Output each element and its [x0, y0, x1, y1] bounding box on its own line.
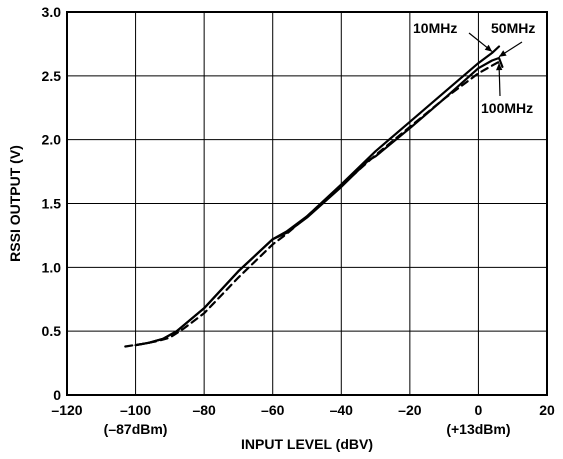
x-sublabel: (–87dBm): [104, 421, 168, 437]
annotations-group: 10MHz 50MHz 100MHz: [413, 20, 535, 116]
y-tick-label: 0.5: [42, 323, 62, 339]
x-tick-label: –80: [192, 402, 216, 418]
x-tick-label: –60: [261, 402, 285, 418]
annotation-arrowhead: [496, 63, 503, 71]
y-tick-label: 0: [53, 387, 61, 403]
x-sublabels: (–87dBm) (+13dBm): [104, 421, 511, 437]
x-tick-label: –20: [398, 402, 422, 418]
y-tick-label: 2.0: [42, 132, 62, 148]
series-line-10mhz: [134, 45, 501, 347]
y-tick-label: 1.5: [42, 196, 62, 212]
annotation-label: 100MHz: [481, 100, 533, 116]
x-tick-label: –40: [330, 402, 354, 418]
y-tick-labels: 0 0.5 1.0 1.5 2.0 2.5 3.0: [42, 4, 62, 403]
y-tick-label: 1.0: [42, 259, 62, 275]
y-tick-label: 3.0: [42, 4, 62, 20]
x-tick-labels: –120 –100 –80 –60 –40 –20 0 20: [51, 402, 555, 418]
annotation-label: 50MHz: [491, 20, 535, 36]
x-sublabel: (+13dBm): [446, 421, 510, 437]
series-line-50mhz: [134, 56, 504, 347]
annotation-arrowhead: [484, 44, 493, 52]
x-tick-label: –100: [120, 402, 151, 418]
grid-lines: [66, 11, 548, 396]
annotation-label: 10MHz: [413, 20, 457, 36]
x-tick-label: –120: [51, 402, 82, 418]
x-axis-title: INPUT LEVEL (dBV): [241, 436, 373, 452]
plot-frame: [66, 11, 548, 396]
series-group: [124, 45, 504, 348]
annotation-arrowhead: [499, 50, 507, 57]
x-tick-label: 20: [539, 402, 555, 418]
y-axis-title: RSSI OUTPUT (V): [7, 145, 23, 262]
y-tick-label: 2.5: [42, 68, 62, 84]
x-tick-label: 0: [475, 402, 483, 418]
series-line-100mhz: [124, 59, 504, 348]
